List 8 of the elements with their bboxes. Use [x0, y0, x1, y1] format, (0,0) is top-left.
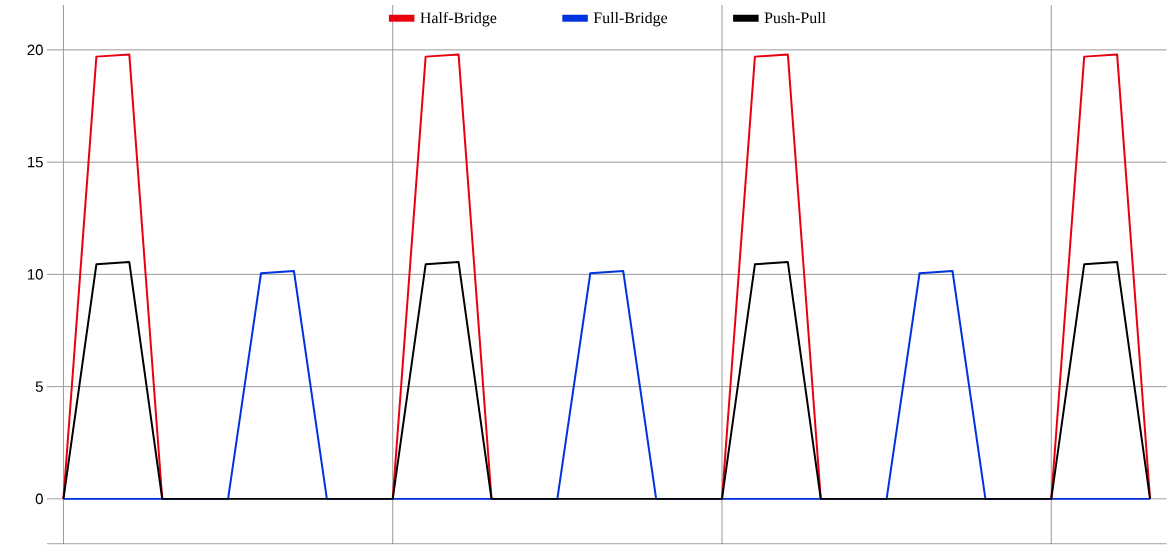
legend-label: Half-Bridge — [420, 12, 497, 27]
y-tick-label: 0 — [35, 493, 43, 505]
legend-label: Push-Pull — [764, 12, 826, 24]
y-tick-label: 10 — [27, 269, 43, 280]
y-tick-label: 15 — [27, 157, 43, 168]
legend-label: Full-Bridge — [593, 12, 668, 27]
y-tick-label: 5 — [35, 381, 43, 393]
y-tick-label: 20 — [27, 44, 43, 56]
